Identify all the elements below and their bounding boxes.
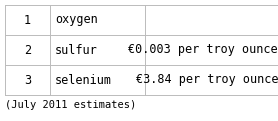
Text: oxygen: oxygen: [55, 14, 98, 26]
Text: selenium: selenium: [55, 73, 112, 87]
Text: 1: 1: [24, 14, 31, 26]
Text: 3: 3: [24, 73, 31, 87]
Text: sulfur: sulfur: [55, 44, 98, 57]
Text: 2: 2: [24, 44, 31, 57]
Text: (July 2011 estimates): (July 2011 estimates): [5, 100, 136, 110]
Text: €3.84 per troy ounce: €3.84 per troy ounce: [135, 73, 278, 87]
Text: €0.003 per troy ounce: €0.003 per troy ounce: [128, 44, 278, 57]
